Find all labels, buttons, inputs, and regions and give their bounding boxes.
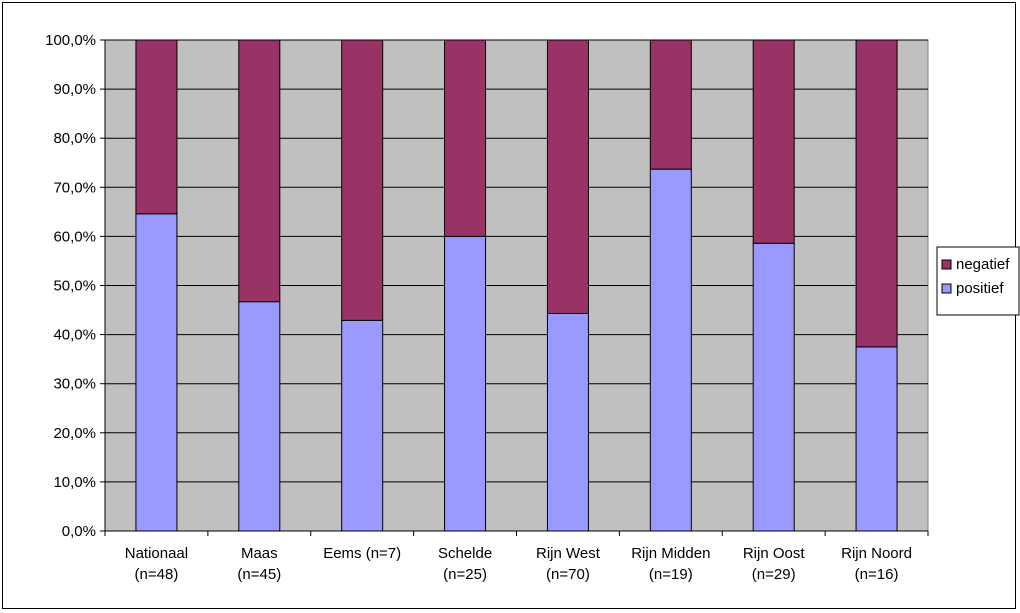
- bar-positief-6: [752, 242, 795, 532]
- bar-positief-5: [649, 168, 692, 532]
- y-tick-label: 60,0%: [53, 228, 96, 245]
- bar-negatief-3: [444, 39, 487, 237]
- bar-positief-7: [855, 346, 898, 532]
- legend-swatch-positief: [941, 283, 952, 294]
- x-axis: Nationaal (n=48) Maas (n=45) Eems (n=7) Schel…: [104, 530, 929, 583]
- y-tick-label: 70,0%: [53, 179, 96, 196]
- bar-negatief-4: [546, 39, 589, 314]
- y-tick-label: 100,0%: [45, 32, 96, 49]
- bar-negatief-6: [752, 39, 795, 244]
- category-label: (n=29): [752, 566, 796, 583]
- category-label: Maas: [241, 545, 278, 562]
- y-tick-label: 90,0%: [53, 81, 96, 98]
- y-tick-label: 10,0%: [53, 474, 96, 491]
- category-label: (n=19): [649, 566, 693, 583]
- category-label: Rijn West: [536, 545, 601, 562]
- y-tick-label: 0,0%: [62, 523, 96, 540]
- bar-negatief-2: [341, 39, 384, 321]
- category-label: (n=16): [855, 566, 899, 583]
- bar-negatief-5: [649, 39, 692, 170]
- y-tick-label: 40,0%: [53, 327, 96, 344]
- y-axis: 0,0% 10,0% 20,0% 30,0% 40,0% 50,0% 60,0% 70,0% 8…: [45, 32, 106, 540]
- category-label: Rijn Noord: [841, 545, 912, 562]
- legend: negatief positief: [936, 246, 1020, 316]
- y-tick-label: 80,0%: [53, 130, 96, 147]
- y-tick-label: 50,0%: [53, 278, 96, 295]
- category-label: Eems (n=7): [323, 545, 401, 562]
- bar-positief-4: [546, 312, 589, 532]
- category-label: (n=25): [443, 566, 487, 583]
- category-label: (n=70): [546, 566, 590, 583]
- category-label: Rijn Midden: [631, 545, 710, 562]
- category-label: (n=48): [135, 566, 179, 583]
- y-tick-label: 20,0%: [53, 425, 96, 442]
- bars: [135, 39, 898, 532]
- bar-positief-2: [341, 319, 384, 532]
- category-label: (n=45): [237, 566, 281, 583]
- bar-negatief-1: [238, 39, 281, 303]
- legend-label-positief: positief: [956, 280, 1004, 297]
- category-label: Nationaal: [125, 545, 188, 562]
- legend-box: [936, 246, 1020, 316]
- bar-negatief-0: [135, 39, 178, 215]
- y-tick-label: 30,0%: [53, 376, 96, 393]
- bar-positief-1: [238, 301, 281, 532]
- bar-positief-3: [444, 235, 487, 532]
- bar-negatief-7: [855, 39, 898, 348]
- category-label: Rijn Oost: [743, 545, 806, 562]
- bar-positief-0: [135, 213, 178, 532]
- legend-label-negatief: negatief: [956, 256, 1010, 273]
- legend-swatch-negatief: [941, 259, 952, 270]
- category-label: Schelde: [438, 545, 492, 562]
